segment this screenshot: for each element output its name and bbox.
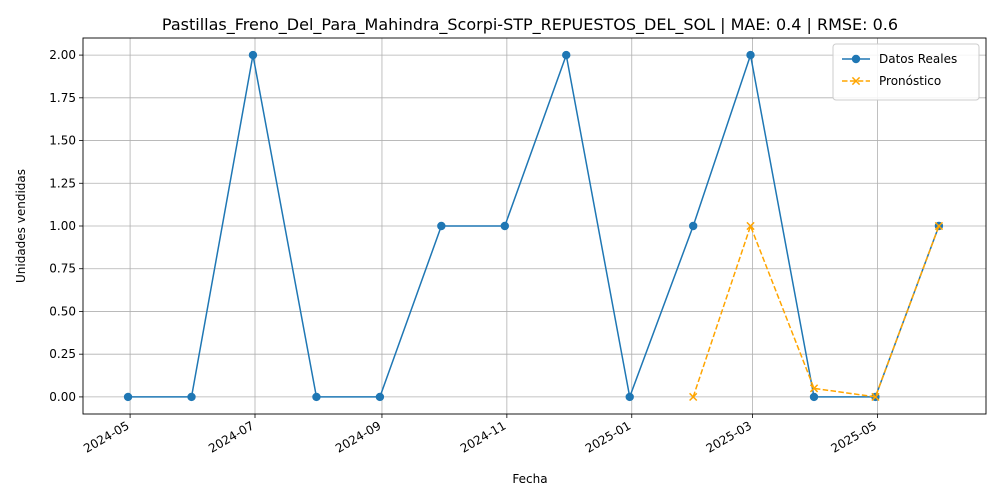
data-point-datos-reales [248,50,258,60]
data-point-datos-reales [625,392,634,402]
data-point-datos-reales [437,221,446,231]
legend-marker [851,76,861,86]
y-axis-label: Unidades vendidas [14,169,28,283]
chart-title: Pastillas_Freno_Del_Para_Mahindra_Scorpi… [162,15,898,35]
data-point-datos-reales [688,221,698,231]
series-line-datos-reales [128,52,940,400]
legend: Datos Reales Pronóstico [832,43,980,101]
data-point-pronostico [689,392,698,402]
data-point-datos-reales [562,50,571,60]
legend-item: Pronóstico [842,74,941,88]
y-tick-label: 1.00 [49,219,76,233]
y-tick-label: 2.00 [49,48,76,62]
data-point-pronostico [746,221,755,231]
y-axis-ticks: 0.00 0.25 0.50 0.75 1.00 1.25 1.50 1.75 2.00 [49,48,83,404]
data-point-datos-reales [312,392,321,402]
grid-lines [83,38,986,414]
y-tick-label: 1.25 [49,176,76,190]
plot-area [123,50,944,402]
series-pronostico [689,221,944,402]
legend-marker [851,54,861,64]
data-point-pronostico [934,221,944,231]
series-line-pronostico [692,223,940,398]
y-tick-label: 0.00 [49,390,76,404]
legend-item: Datos Reales [842,52,957,66]
data-point-pronostico [809,384,819,393]
legend-box [832,43,980,101]
legend-label: Datos Reales [879,52,957,66]
data-point-datos-reales [187,392,196,402]
data-point-datos-reales [375,392,385,402]
y-tick-label: 0.50 [49,304,76,318]
data-point-pronostico [871,392,880,402]
data-point-datos-reales [500,221,510,231]
y-tick-label: 0.75 [49,262,76,276]
y-tick-label: 1.50 [49,134,76,148]
data-point-datos-reales [746,50,755,60]
data-point-datos-reales [123,392,133,402]
data-point-datos-reales [809,392,819,402]
y-tick-label: 0.25 [49,347,76,361]
legend-label: Pronóstico [879,74,941,88]
x-axis-label: Fecha [512,472,547,486]
y-tick-label: 1.75 [49,91,76,105]
